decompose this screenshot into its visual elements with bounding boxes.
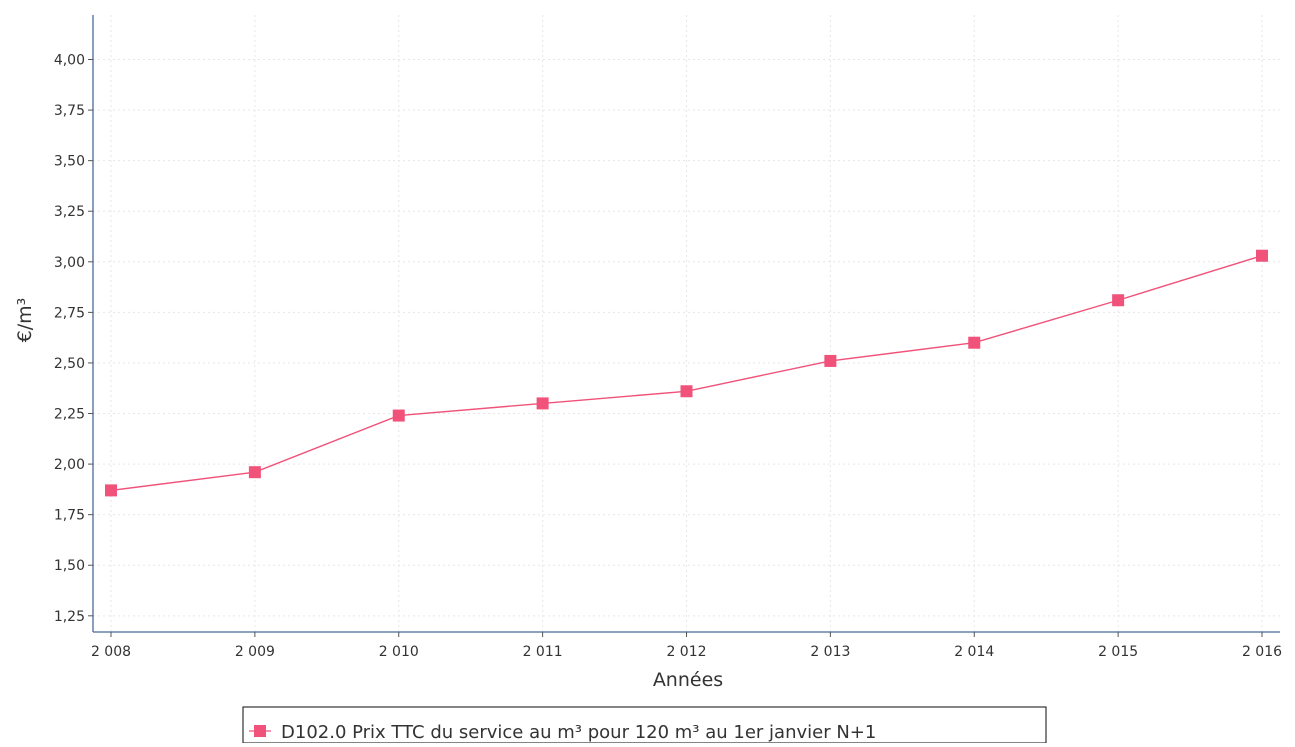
x-tick-label: 2 016: [1242, 644, 1282, 660]
y-tick-label: 2,50: [54, 356, 85, 372]
x-tick-label: 2 014: [954, 644, 994, 660]
data-point: [248, 466, 261, 479]
data-point: [1112, 294, 1125, 307]
series-layer: [105, 249, 1268, 497]
y-tick-label: 1,75: [54, 508, 85, 524]
data-point: [824, 354, 837, 367]
data-point: [392, 409, 405, 422]
y-axis-title: €/m³: [14, 298, 36, 343]
y-tick-label: 3,00: [54, 255, 85, 271]
legend-series-label: D102.0 Prix TTC du service au m³ pour 12…: [281, 722, 876, 743]
x-tick-label: 2 015: [1098, 644, 1138, 660]
x-tick-label: 2 009: [235, 644, 275, 660]
y-tick-label: 3,50: [54, 154, 85, 170]
data-point: [536, 397, 549, 410]
x-tick-label: 2 012: [666, 644, 706, 660]
y-tick-label: 1,25: [54, 609, 85, 625]
data-point: [105, 484, 117, 497]
x-axis-title: Années: [653, 669, 723, 691]
y-tick-label: 4,00: [54, 53, 85, 69]
legend: D102.0 Prix TTC du service au m³ pour 12…: [242, 706, 1047, 744]
x-tick-label: 2 013: [810, 644, 850, 660]
legend-box: [242, 706, 1047, 744]
data-point: [680, 385, 693, 398]
x-tick-label: 2 011: [523, 644, 563, 660]
axes: [92, 15, 1280, 633]
ticks: 1,25 1,50 1,75 2,00 2,25 2,50 2,75 3,00 3,25 3,50…: [54, 53, 1282, 660]
y-tick-label: 3,25: [54, 204, 85, 220]
y-tick-label: 2,00: [54, 457, 85, 473]
grid: [93, 15, 1280, 632]
y-tick-label: 3,75: [54, 103, 85, 119]
data-point: [968, 336, 981, 349]
y-tick-label: 1,50: [54, 558, 85, 574]
data-point: [1256, 249, 1268, 262]
x-tick-label: 2 010: [379, 644, 419, 660]
y-tick-label: 2,25: [54, 407, 85, 423]
x-tick-label: 2 008: [91, 644, 131, 660]
y-tick-label: 2,75: [54, 305, 85, 321]
legend-series-marker: [254, 725, 266, 737]
